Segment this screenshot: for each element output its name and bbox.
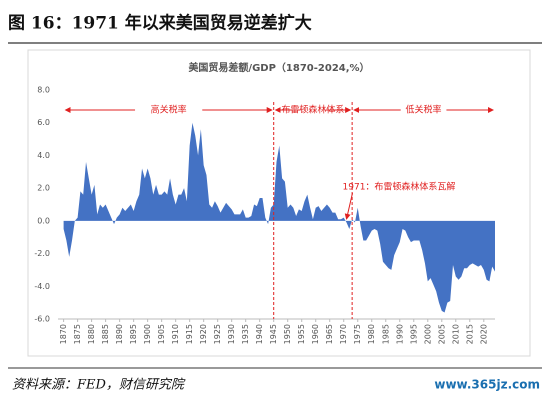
- source: 资料来源：FED，财信研究院: [12, 377, 186, 393]
- x-tick-label: 2020: [479, 324, 488, 344]
- x-tick-label: 1965: [325, 324, 334, 344]
- x-tick-label: 1950: [283, 324, 292, 344]
- x-tick-label: 1980: [367, 324, 376, 344]
- x-tick-label: 1905: [157, 324, 166, 344]
- period-label-bg: [135, 103, 203, 117]
- x-tick-label: 1930: [227, 324, 236, 344]
- area: [63, 122, 495, 313]
- annotation-text: 1971：布雷顿森林体系瓦解: [343, 180, 456, 192]
- chart-frame: [27, 49, 531, 357]
- x-tick-label: 1920: [199, 324, 208, 344]
- x-tick-label: 1900: [143, 324, 152, 344]
- chart-title: 美国贸易差额/GDP（1870-2024,%）: [188, 61, 369, 74]
- watermark: www.365jz.com: [434, 378, 540, 392]
- x-tick-label: 1880: [87, 324, 96, 344]
- x-tick-label: 1925: [213, 324, 222, 344]
- x-tick-label: 1995: [409, 324, 418, 344]
- x-tick-label: 1875: [73, 324, 82, 344]
- x-tick-label: 1910: [171, 324, 180, 344]
- x-tick-label: 2015: [465, 324, 474, 344]
- figure-title: 图 16：1971 年以来美国贸易逆差扩大: [8, 13, 312, 34]
- y-tick-label: 4.0: [37, 151, 50, 160]
- period-label: 高关税率: [151, 104, 187, 116]
- y-tick-label: -6.0: [34, 315, 50, 324]
- x-tick-label: 1885: [101, 324, 110, 344]
- x-tick-label: 1940: [255, 324, 264, 344]
- y-tick-label: 2.0: [37, 184, 50, 193]
- x-tick-label: 1990: [395, 324, 404, 344]
- period-label-bg: [300, 103, 326, 117]
- x-tick-label: 1960: [311, 324, 320, 344]
- y-tick-label: -4.0: [34, 282, 50, 291]
- x-tick-label: 1945: [269, 324, 278, 344]
- y-tick-label: 6.0: [37, 118, 50, 127]
- annotation-arrow: [344, 192, 354, 220]
- x-tick-label: 2005: [437, 324, 446, 344]
- x-tick-label: 1915: [185, 324, 194, 344]
- x-tick-label: 1895: [129, 324, 138, 344]
- x-tick-label: 1985: [381, 324, 390, 344]
- y-tick-label: 8.0: [37, 86, 50, 95]
- y-tick-label: 0.0: [37, 216, 50, 225]
- x-tick-label: 1935: [241, 324, 250, 344]
- x-tick-label: 2010: [451, 324, 460, 344]
- x-tick-label: 1870: [59, 324, 68, 344]
- x-tick-label: 1975: [353, 324, 362, 344]
- x-tick-label: 1890: [115, 324, 124, 344]
- period-label-bg: [400, 103, 447, 117]
- x-tick-label: 1955: [297, 324, 306, 344]
- period-label: 低关税率: [406, 104, 442, 116]
- x-tick-label: 1970: [339, 324, 348, 344]
- x-tick-label: 2000: [423, 324, 432, 344]
- y-tick-label: -2.0: [34, 249, 50, 258]
- period-label: 布雷顿森林体系: [281, 104, 344, 116]
